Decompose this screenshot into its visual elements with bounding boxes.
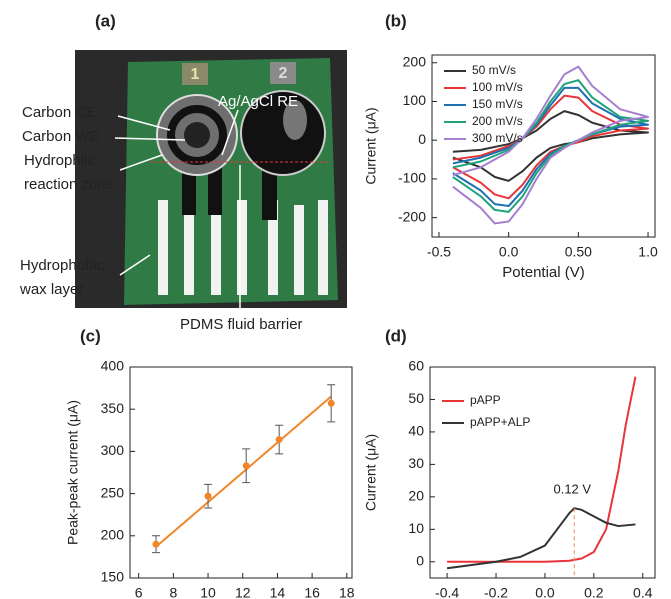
y-tick-label: -100 [398, 170, 426, 186]
y-tick-label: 200 [101, 527, 125, 543]
series-line [452, 110, 650, 182]
series-line [446, 507, 636, 570]
y-axis-label: Current (μA) [363, 107, 379, 184]
point [242, 462, 250, 470]
y-tick-label: 150 [101, 569, 125, 585]
plate-number: 2 [279, 65, 288, 82]
panel-label: (c) [80, 326, 101, 345]
photo-label: Ag/AgCl RE [218, 93, 298, 110]
x-tick-label: -0.4 [435, 585, 459, 599]
photo: 1 2 (a) Ag/AgCl RE Carbon WE Carbon CE H… [19, 11, 347, 333]
x-tick-label: 16 [304, 585, 320, 599]
photo-label: Hydrophilic [24, 152, 99, 169]
point [327, 399, 335, 407]
plate-number: 1 [191, 66, 200, 83]
series-line [447, 376, 637, 563]
panel-label: (d) [385, 326, 407, 345]
legend-label: 50 mV/s [472, 63, 516, 77]
point [152, 540, 160, 548]
y-axis-label: Current (μA) [363, 434, 379, 511]
y-tick-label: 40 [408, 423, 424, 439]
photo-label: Carbon CE [22, 104, 96, 121]
point [275, 436, 283, 444]
y-tick-label: 0 [416, 552, 424, 568]
y-tick-label: 100 [403, 92, 427, 108]
annotation: 0.12 V [553, 482, 591, 497]
photo-label: PDMS fluid barrier [180, 316, 303, 333]
photo-label: Hydrophobic [20, 257, 105, 274]
x-tick-label: 1.0 [638, 244, 658, 260]
y-axis-label: Peak-peak current (μA) [65, 400, 81, 545]
photo-label: reaction zone [24, 176, 114, 193]
y-tick-label: 0 [418, 131, 426, 147]
series-line [452, 65, 650, 225]
fit-line [155, 395, 332, 548]
plate [182, 63, 208, 85]
x-tick-label: 10 [200, 585, 216, 599]
y-tick-label: 200 [403, 53, 427, 69]
y-tick-label: 10 [408, 520, 424, 536]
highlight [283, 100, 307, 140]
x-tick-label: 0.0 [535, 585, 555, 599]
plot-frame [431, 54, 656, 238]
x-tick-label: 0.4 [633, 585, 653, 599]
photo-label: Carbon WE [22, 128, 100, 145]
legend-label: 200 mV/s [472, 114, 523, 128]
x-tick-label: 18 [339, 585, 355, 599]
plot-frame [429, 366, 656, 579]
electrode-ring [167, 105, 227, 165]
electrode-center [184, 122, 210, 148]
x-tick-label: 0.2 [584, 585, 604, 599]
y-tick-label: 250 [101, 484, 125, 500]
x-tick-label: 14 [270, 585, 286, 599]
plot-frame [129, 366, 353, 579]
arrows [114, 109, 241, 310]
series-line [452, 79, 650, 213]
panel-label: (b) [385, 11, 407, 30]
x-tick-label: 0.50 [565, 244, 592, 260]
x-tick-label: 8 [169, 585, 177, 599]
x-axis-label-text: Potential (V) [502, 264, 585, 281]
legend-label: pAPP [470, 393, 501, 407]
photo-label: wax layer [19, 281, 83, 298]
y-tick-label: 30 [408, 455, 424, 471]
point [204, 492, 212, 500]
stripes [158, 200, 328, 295]
legend-label: 300 mV/s [472, 131, 523, 145]
legend-label: 100 mV/s [472, 80, 523, 94]
y-tick-label: 20 [408, 488, 424, 504]
y-tick-label: 60 [408, 358, 424, 374]
y-tick-label: 400 [101, 358, 125, 374]
x-tick-label: 6 [135, 585, 143, 599]
y-tick-label: 50 [408, 390, 424, 406]
y-tick-label: -200 [398, 208, 426, 224]
x-tick-label: -0.2 [484, 585, 508, 599]
panel-label: (a) [95, 11, 116, 30]
y-tick-label: 300 [101, 442, 125, 458]
x-tick-label: 0.0 [499, 244, 519, 260]
x-tick-label: 12 [235, 585, 251, 599]
legend-label: pAPP+ALP [470, 415, 530, 429]
x-axis-label: Potential (V) [502, 264, 585, 281]
plate [270, 62, 296, 84]
y-tick-label: 350 [101, 400, 125, 416]
x-tick-label: -0.5 [427, 244, 451, 260]
legend-label: 150 mV/s [472, 97, 523, 111]
